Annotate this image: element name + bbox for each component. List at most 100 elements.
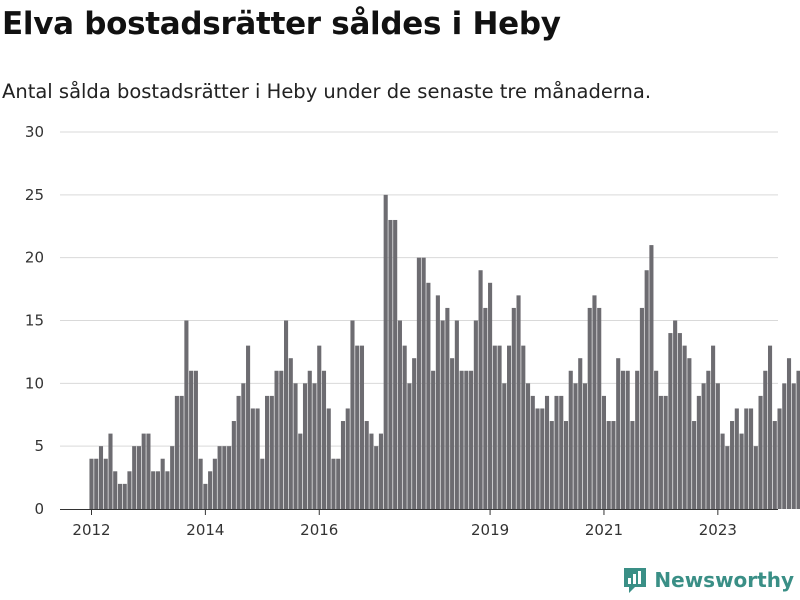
bar [772, 421, 777, 509]
bar [654, 370, 659, 509]
bar [236, 395, 241, 509]
bar [412, 358, 417, 509]
bar [146, 433, 151, 509]
bar [715, 383, 720, 509]
bar-chart-bubble-icon [624, 568, 647, 593]
bar [113, 471, 118, 509]
bar [616, 358, 621, 509]
bar [312, 383, 317, 509]
bar [208, 471, 213, 509]
y-tick-label: 15 [25, 312, 44, 330]
bar [658, 395, 663, 509]
bar [649, 245, 654, 509]
bar [284, 320, 289, 509]
x-tick-label: 2019 [471, 521, 509, 539]
bar [525, 383, 531, 509]
bar [369, 433, 374, 509]
bar [359, 345, 365, 509]
bar [530, 395, 535, 509]
bar [511, 307, 516, 509]
bar [696, 395, 701, 509]
bar [127, 471, 132, 509]
x-axis [60, 509, 778, 515]
bar [620, 370, 625, 509]
bar [165, 471, 170, 509]
bar [706, 370, 711, 509]
bar [725, 446, 730, 509]
bar [374, 446, 379, 509]
bar [364, 421, 369, 509]
bar [293, 383, 298, 509]
bar [791, 383, 796, 509]
bar [535, 408, 540, 509]
bar [227, 446, 232, 509]
bar [184, 320, 189, 509]
bar [279, 370, 284, 509]
bar [507, 345, 512, 509]
bar [786, 358, 792, 509]
brand-name: Newsworthy [654, 568, 794, 592]
bar [435, 295, 440, 509]
bar [189, 370, 194, 509]
bar [198, 458, 203, 509]
bar [687, 358, 692, 509]
bar [122, 483, 127, 509]
bar [454, 320, 459, 509]
bar [744, 408, 749, 509]
bar [440, 320, 445, 509]
bar [132, 446, 137, 509]
x-tick-label: 2012 [72, 521, 110, 539]
bar [497, 345, 502, 509]
bar [720, 433, 725, 509]
bar [597, 307, 602, 509]
bar [345, 408, 350, 509]
bar [492, 345, 497, 509]
bar [767, 345, 773, 509]
bar [331, 458, 336, 509]
bar [554, 395, 559, 509]
bar [796, 370, 800, 509]
bar [758, 395, 763, 509]
bar [426, 282, 431, 509]
bar [317, 345, 322, 509]
bar [502, 383, 507, 509]
bar [644, 270, 649, 509]
bar [246, 345, 251, 509]
bar [701, 383, 706, 509]
bar [673, 320, 678, 509]
bar [739, 433, 744, 509]
bar [117, 483, 123, 509]
bar [141, 433, 146, 509]
y-tick-label: 5 [34, 437, 44, 455]
bar [431, 370, 436, 509]
x-tick-label: 2014 [186, 521, 224, 539]
bar [416, 257, 421, 509]
bar [488, 282, 493, 509]
bar [473, 320, 478, 509]
bar [749, 408, 754, 509]
bar [469, 370, 474, 509]
bar [734, 408, 739, 509]
bar [269, 395, 274, 509]
bar [274, 370, 279, 509]
bar [540, 408, 545, 509]
bar [108, 433, 113, 509]
bar [601, 395, 607, 509]
bar [606, 421, 611, 509]
bar [94, 458, 99, 509]
bar [450, 358, 455, 509]
bar [340, 421, 346, 509]
bar [288, 358, 293, 509]
bar [212, 458, 217, 509]
bar [682, 345, 687, 509]
bar [350, 320, 355, 509]
bar [302, 383, 308, 509]
bar [136, 446, 141, 509]
bar [777, 408, 782, 509]
bar [174, 395, 179, 509]
bar [307, 370, 312, 509]
bar [635, 370, 640, 509]
bars [89, 194, 800, 509]
bar [677, 333, 682, 509]
bar [692, 421, 697, 509]
